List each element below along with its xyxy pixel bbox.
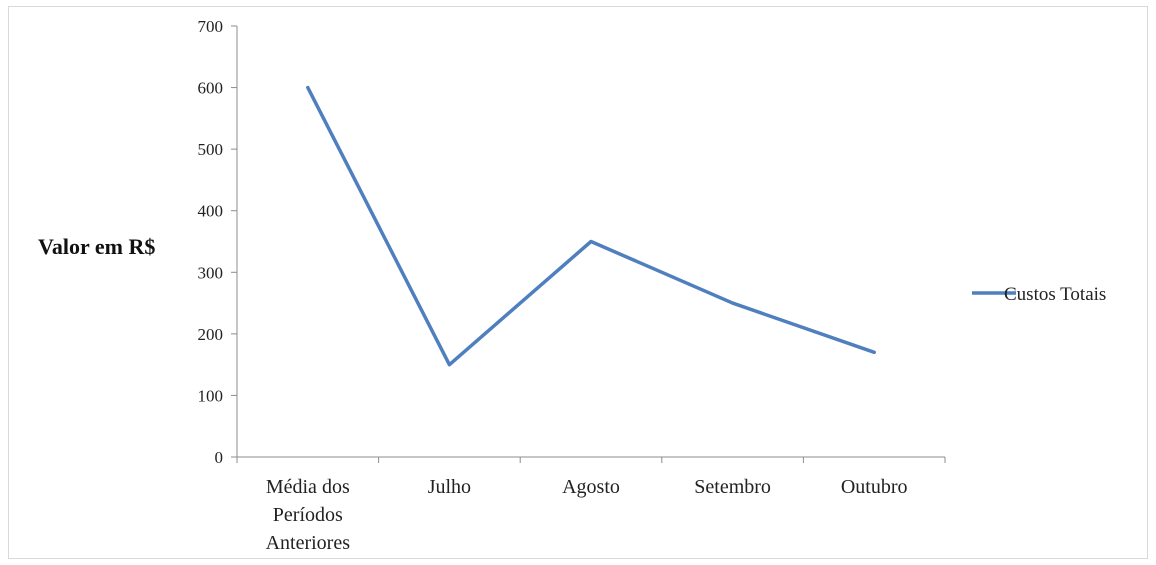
y-tick-label: 200 [198,325,224,344]
y-axis-label: Valor em R$ [38,234,155,259]
series-line-custos-totais [306,85,876,367]
x-tick-label: Julho [428,476,471,498]
data-point [731,301,735,305]
series-group [306,85,876,367]
legend: Custos Totais [972,284,1106,305]
legend-label: Custos Totais [1004,284,1106,305]
y-tick-label: 500 [198,140,224,159]
y-tick-label: 400 [198,202,224,221]
chart-frame [8,6,1148,559]
x-tick-label: Média dos Períodos Anteriores [266,476,351,554]
y-tick-label: 0 [215,448,224,467]
data-point [447,363,451,367]
x-tick-label: Outubro [841,476,908,498]
data-point [872,350,876,354]
x-tick-label: Agosto [562,476,620,498]
y-axis: 0 100 200 300 400 500 600 700 [198,17,238,467]
y-tick-label: 300 [198,263,224,282]
y-tick-label: 700 [198,17,224,36]
y-tick-label: 600 [198,79,224,98]
x-tick-label: Setembro [694,476,771,498]
x-axis: Média dos Períodos Anteriores Julho Agosto Se… [236,456,946,554]
y-tick-label: 100 [198,386,224,405]
data-point [589,240,593,243]
data-point [306,86,310,90]
